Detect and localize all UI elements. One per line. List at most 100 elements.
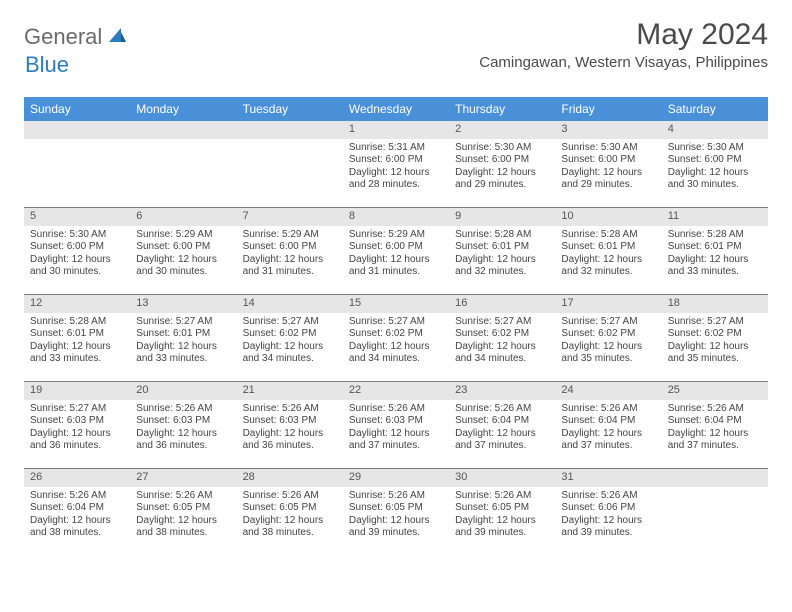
day-number: 6 — [130, 208, 236, 226]
day-cell: 7Sunrise: 5:29 AMSunset: 6:00 PMDaylight… — [237, 208, 343, 294]
daylight-line: Daylight: 12 hours and 31 minutes. — [243, 254, 337, 279]
daylight-line: Daylight: 12 hours and 30 minutes. — [30, 254, 124, 279]
dayhead: Monday — [130, 97, 236, 121]
day-number — [237, 121, 343, 139]
day-number: 13 — [130, 295, 236, 313]
sunset-line: Sunset: 6:02 PM — [349, 328, 443, 341]
day-number: 7 — [237, 208, 343, 226]
day-details: Sunrise: 5:26 AMSunset: 6:05 PMDaylight:… — [343, 487, 449, 544]
dayhead: Sunday — [24, 97, 130, 121]
daylight-line: Daylight: 12 hours and 33 minutes. — [668, 254, 762, 279]
daylight-line: Daylight: 12 hours and 28 minutes. — [349, 167, 443, 192]
day-details: Sunrise: 5:30 AMSunset: 6:00 PMDaylight:… — [24, 226, 130, 283]
day-number: 17 — [555, 295, 661, 313]
sunrise-line: Sunrise: 5:27 AM — [243, 316, 337, 329]
day-number: 19 — [24, 382, 130, 400]
day-number: 28 — [237, 469, 343, 487]
sunrise-line: Sunrise: 5:27 AM — [136, 316, 230, 329]
sunset-line: Sunset: 6:02 PM — [668, 328, 762, 341]
sunrise-line: Sunrise: 5:28 AM — [455, 229, 549, 242]
daylight-line: Daylight: 12 hours and 38 minutes. — [136, 515, 230, 540]
daylight-line: Daylight: 12 hours and 39 minutes. — [349, 515, 443, 540]
sunrise-line: Sunrise: 5:26 AM — [668, 403, 762, 416]
sunrise-line: Sunrise: 5:30 AM — [668, 142, 762, 155]
day-number: 29 — [343, 469, 449, 487]
daylight-line: Daylight: 12 hours and 30 minutes. — [668, 167, 762, 192]
sunrise-line: Sunrise: 5:27 AM — [668, 316, 762, 329]
day-cell: 28Sunrise: 5:26 AMSunset: 6:05 PMDayligh… — [237, 469, 343, 555]
daylight-line: Daylight: 12 hours and 33 minutes. — [30, 341, 124, 366]
day-cell: 23Sunrise: 5:26 AMSunset: 6:04 PMDayligh… — [449, 382, 555, 468]
sunset-line: Sunset: 6:01 PM — [455, 241, 549, 254]
daylight-line: Daylight: 12 hours and 38 minutes. — [30, 515, 124, 540]
day-cell: 17Sunrise: 5:27 AMSunset: 6:02 PMDayligh… — [555, 295, 661, 381]
day-number: 2 — [449, 121, 555, 139]
sunset-line: Sunset: 6:03 PM — [30, 415, 124, 428]
day-number: 26 — [24, 469, 130, 487]
daylight-line: Daylight: 12 hours and 33 minutes. — [136, 341, 230, 366]
day-details: Sunrise: 5:30 AMSunset: 6:00 PMDaylight:… — [555, 139, 661, 196]
sunrise-line: Sunrise: 5:29 AM — [136, 229, 230, 242]
sunrise-line: Sunrise: 5:26 AM — [243, 403, 337, 416]
day-cell: 18Sunrise: 5:27 AMSunset: 6:02 PMDayligh… — [662, 295, 768, 381]
sunset-line: Sunset: 6:01 PM — [30, 328, 124, 341]
day-cell: 31Sunrise: 5:26 AMSunset: 6:06 PMDayligh… — [555, 469, 661, 555]
daylight-line: Daylight: 12 hours and 29 minutes. — [455, 167, 549, 192]
month-title: May 2024 — [479, 18, 768, 52]
day-details: Sunrise: 5:26 AMSunset: 6:06 PMDaylight:… — [555, 487, 661, 544]
day-cell: 12Sunrise: 5:28 AMSunset: 6:01 PMDayligh… — [24, 295, 130, 381]
dayhead: Friday — [555, 97, 661, 121]
day-number: 5 — [24, 208, 130, 226]
day-number: 24 — [555, 382, 661, 400]
week-row: 1Sunrise: 5:31 AMSunset: 6:00 PMDaylight… — [24, 121, 768, 207]
sunrise-line: Sunrise: 5:27 AM — [455, 316, 549, 329]
dayhead-row: SundayMondayTuesdayWednesdayThursdayFrid… — [24, 97, 768, 121]
day-cell: 8Sunrise: 5:29 AMSunset: 6:00 PMDaylight… — [343, 208, 449, 294]
sunset-line: Sunset: 6:05 PM — [349, 502, 443, 515]
sunset-line: Sunset: 6:03 PM — [136, 415, 230, 428]
day-details: Sunrise: 5:31 AMSunset: 6:00 PMDaylight:… — [343, 139, 449, 196]
sunset-line: Sunset: 6:00 PM — [561, 154, 655, 167]
day-number: 23 — [449, 382, 555, 400]
day-number: 18 — [662, 295, 768, 313]
day-cell: 29Sunrise: 5:26 AMSunset: 6:05 PMDayligh… — [343, 469, 449, 555]
day-number: 12 — [24, 295, 130, 313]
sunrise-line: Sunrise: 5:29 AM — [349, 229, 443, 242]
sunrise-line: Sunrise: 5:26 AM — [30, 490, 124, 503]
day-cell: 3Sunrise: 5:30 AMSunset: 6:00 PMDaylight… — [555, 121, 661, 207]
day-details: Sunrise: 5:28 AMSunset: 6:01 PMDaylight:… — [449, 226, 555, 283]
sunset-line: Sunset: 6:00 PM — [668, 154, 762, 167]
day-details: Sunrise: 5:26 AMSunset: 6:04 PMDaylight:… — [555, 400, 661, 457]
sunrise-line: Sunrise: 5:26 AM — [455, 490, 549, 503]
daylight-line: Daylight: 12 hours and 30 minutes. — [136, 254, 230, 279]
week-row: 12Sunrise: 5:28 AMSunset: 6:01 PMDayligh… — [24, 294, 768, 381]
day-number — [24, 121, 130, 139]
sunset-line: Sunset: 6:01 PM — [668, 241, 762, 254]
sunrise-line: Sunrise: 5:30 AM — [30, 229, 124, 242]
day-details: Sunrise: 5:29 AMSunset: 6:00 PMDaylight:… — [237, 226, 343, 283]
daylight-line: Daylight: 12 hours and 36 minutes. — [136, 428, 230, 453]
sunrise-line: Sunrise: 5:26 AM — [561, 490, 655, 503]
sunrise-line: Sunrise: 5:26 AM — [561, 403, 655, 416]
day-cell — [130, 121, 236, 207]
day-details: Sunrise: 5:27 AMSunset: 6:02 PMDaylight:… — [662, 313, 768, 370]
day-details: Sunrise: 5:26 AMSunset: 6:03 PMDaylight:… — [343, 400, 449, 457]
day-cell: 15Sunrise: 5:27 AMSunset: 6:02 PMDayligh… — [343, 295, 449, 381]
day-cell: 6Sunrise: 5:29 AMSunset: 6:00 PMDaylight… — [130, 208, 236, 294]
day-details: Sunrise: 5:29 AMSunset: 6:00 PMDaylight:… — [343, 226, 449, 283]
title-block: May 2024 Camingawan, Western Visayas, Ph… — [479, 18, 768, 71]
sunset-line: Sunset: 6:05 PM — [455, 502, 549, 515]
day-details: Sunrise: 5:26 AMSunset: 6:04 PMDaylight:… — [449, 400, 555, 457]
daylight-line: Daylight: 12 hours and 34 minutes. — [243, 341, 337, 366]
day-cell: 13Sunrise: 5:27 AMSunset: 6:01 PMDayligh… — [130, 295, 236, 381]
sunset-line: Sunset: 6:02 PM — [243, 328, 337, 341]
day-cell: 5Sunrise: 5:30 AMSunset: 6:00 PMDaylight… — [24, 208, 130, 294]
day-number — [130, 121, 236, 139]
day-details: Sunrise: 5:27 AMSunset: 6:03 PMDaylight:… — [24, 400, 130, 457]
logo-sail-icon — [107, 26, 127, 49]
daylight-line: Daylight: 12 hours and 34 minutes. — [349, 341, 443, 366]
week-row: 19Sunrise: 5:27 AMSunset: 6:03 PMDayligh… — [24, 381, 768, 468]
day-cell: 25Sunrise: 5:26 AMSunset: 6:04 PMDayligh… — [662, 382, 768, 468]
daylight-line: Daylight: 12 hours and 37 minutes. — [455, 428, 549, 453]
day-number: 25 — [662, 382, 768, 400]
